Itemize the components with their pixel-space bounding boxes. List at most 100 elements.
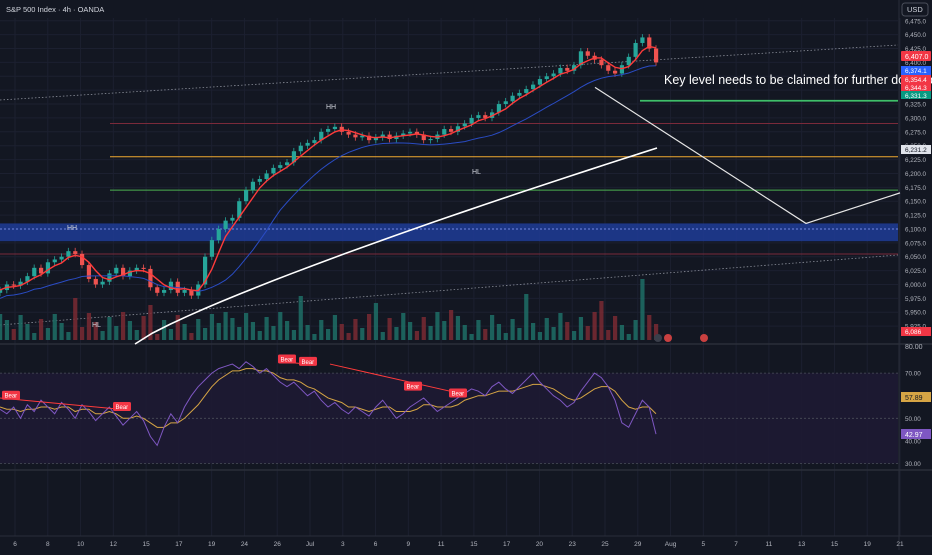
key-level-annotation[interactable]: Key level needs to be claimed for furthe… — [664, 73, 932, 87]
volume-bar — [209, 314, 215, 340]
volume-bar — [257, 331, 262, 340]
volume-bar — [141, 316, 146, 340]
fast-moving-average — [0, 45, 657, 292]
volume-bar — [544, 318, 549, 340]
time-axis-tick: 15 — [831, 541, 839, 548]
volume-bar — [537, 332, 543, 340]
candle-body — [524, 89, 529, 93]
time-axis-tick: 21 — [896, 541, 904, 548]
time-axis-tick: 24 — [241, 541, 249, 548]
hl-label-left: HL — [92, 322, 101, 329]
volume-bar — [428, 326, 433, 340]
rsi-axis-tick: 70.00 — [905, 371, 921, 378]
candle-body — [244, 190, 249, 202]
rsi-top-value: 80.00 — [905, 344, 923, 351]
support-zone — [0, 223, 898, 242]
volume-bar — [121, 312, 126, 340]
volume-bar — [52, 314, 57, 340]
level-tag-3: 6,344.3 — [901, 83, 931, 92]
bear-label-box — [113, 402, 131, 411]
candle-body — [462, 123, 467, 127]
candle-body — [455, 126, 461, 132]
candle-body — [25, 276, 30, 282]
candle-body — [114, 267, 119, 274]
time-axis[interactable]: 6 8 10 12 15 17 19 24 26 Jul 3 6 9 11 15 17 20 23 25 29 Aug 5… — [13, 541, 904, 548]
volume-bar — [73, 298, 78, 340]
candle-body — [0, 290, 3, 293]
price-axis-tick: 5,950.0 — [905, 310, 927, 317]
candle-body — [572, 65, 577, 71]
volume-bar — [319, 320, 324, 340]
candle-body — [80, 253, 85, 266]
bear-label-box — [278, 354, 296, 364]
volume-bar — [408, 322, 413, 340]
candle-body — [373, 137, 379, 141]
candle-body — [476, 115, 481, 118]
volume-bar — [592, 312, 597, 340]
volume-bar — [401, 313, 406, 340]
event-icons[interactable] — [654, 334, 708, 342]
volume-bar — [510, 319, 515, 340]
candle-body — [517, 92, 522, 96]
candle-body — [319, 131, 324, 141]
volume-bar — [0, 314, 3, 340]
candle-body — [387, 134, 392, 140]
candle-body — [496, 104, 502, 113]
symbol-title[interactable]: S&P 500 Index · 4h · OANDA — [6, 5, 104, 14]
volume-bar — [490, 315, 495, 340]
candle-body — [633, 42, 638, 57]
volume-bar — [148, 305, 153, 340]
volume-bar — [394, 327, 399, 340]
volume-bar — [230, 318, 235, 340]
volume-bar — [606, 330, 611, 340]
volume-bar — [264, 317, 269, 340]
candle-body — [503, 101, 508, 105]
candle-body — [182, 290, 187, 293]
candle-body — [353, 134, 358, 138]
volume-bar — [435, 312, 440, 340]
candle-body — [510, 95, 515, 102]
level-tag-1: 6,374.1 — [901, 66, 931, 75]
level-tag-5: 6,231.2 — [901, 145, 931, 154]
candle-body — [278, 165, 283, 168]
volume-bar — [353, 319, 358, 340]
projection-path[interactable] — [594, 86, 901, 225]
bear-label-box — [449, 388, 467, 398]
volume-bar — [654, 324, 659, 340]
price-axis[interactable]: 6,475.06,450.06,425.06,400.06,375.06,350… — [905, 18, 927, 330]
candle-body — [428, 139, 433, 141]
volume-bar — [216, 323, 221, 340]
volume-bar — [517, 328, 522, 340]
volume-bar — [572, 331, 577, 340]
svg-text:USD: USD — [907, 5, 923, 14]
time-axis-tick: 23 — [569, 541, 577, 548]
volume-bar — [326, 329, 331, 340]
candle-body — [59, 256, 64, 260]
svg-text:6,231.2: 6,231.2 — [905, 147, 927, 154]
rsi-line — [0, 361, 657, 447]
candle-body — [257, 179, 262, 182]
volume-bar — [155, 334, 160, 340]
price-axis-tick: 6,100.0 — [905, 226, 927, 233]
rsi-axis-tick: 50.00 — [905, 416, 921, 423]
candle-body — [264, 173, 269, 179]
price-axis-tick: 6,450.0 — [905, 32, 927, 39]
volume-bar — [503, 333, 508, 340]
volume-bar — [223, 312, 228, 340]
volume-bar — [565, 322, 570, 340]
currency-button[interactable]: USD — [901, 2, 929, 17]
candle-body — [401, 133, 406, 136]
volume-bar — [114, 326, 119, 340]
candle-body — [86, 265, 92, 279]
candle-body — [66, 251, 71, 257]
price-axis-tick: 6,325.0 — [905, 102, 927, 109]
price-axis-tick: 6,200.0 — [905, 171, 927, 178]
volume-bar — [462, 325, 467, 340]
candle-body — [216, 228, 221, 241]
candle-body — [531, 84, 536, 90]
candle-body — [134, 267, 139, 271]
projection-line — [594, 86, 901, 225]
candle-body — [312, 140, 317, 143]
